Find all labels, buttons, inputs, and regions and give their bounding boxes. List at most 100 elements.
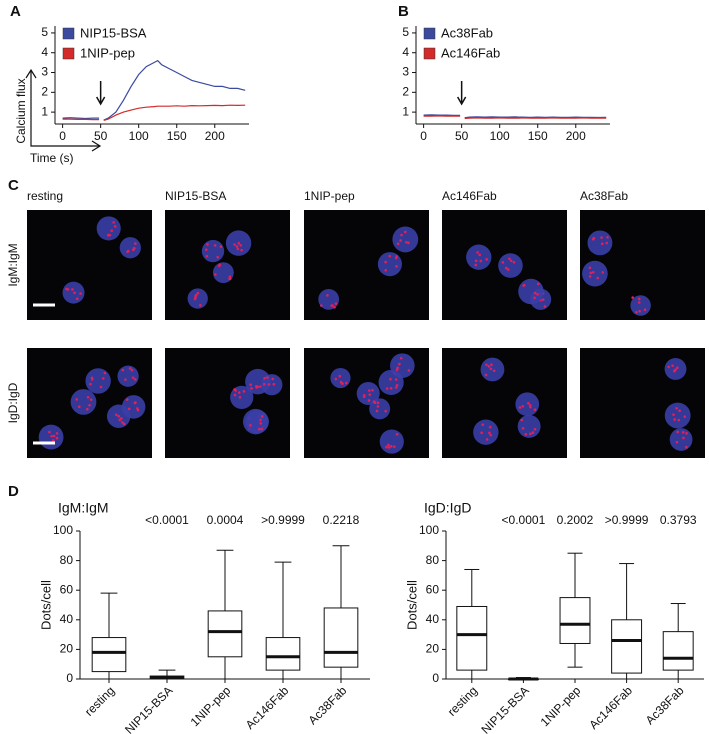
cell (480, 357, 505, 382)
dot (672, 413, 675, 416)
dot (596, 276, 600, 280)
y-tick-label: 3 (402, 65, 409, 79)
dot (238, 395, 242, 399)
y-tick-label: 20 (426, 642, 440, 656)
y-tick-label: 1 (41, 104, 48, 118)
p-value: <0.0001 (502, 513, 546, 527)
dot (484, 373, 488, 377)
dot (103, 371, 107, 375)
dot (589, 271, 593, 275)
y-tick-label: 40 (426, 612, 440, 626)
dot (588, 266, 592, 270)
column-label: Ac38Fab (580, 189, 628, 203)
y-tick-label: 5 (402, 25, 409, 39)
dot (237, 241, 241, 245)
dot (376, 405, 380, 408)
dot (588, 275, 592, 278)
dot (395, 265, 398, 268)
dot (407, 369, 411, 372)
dot (326, 294, 329, 297)
y-tick-label: 80 (60, 553, 74, 567)
dot (271, 377, 275, 381)
dot (400, 233, 403, 237)
dot (403, 230, 407, 234)
dot (65, 287, 68, 291)
p-value: >0.9999 (261, 513, 305, 527)
dot (529, 432, 532, 436)
dot (334, 302, 338, 305)
dot (385, 387, 389, 390)
inset-ylabel: Calcium flux (14, 78, 28, 143)
dot (368, 389, 371, 392)
dot (242, 390, 246, 393)
inset-xlabel: Time (s) (30, 151, 74, 165)
dot (89, 398, 93, 401)
y-tick-label: 0 (432, 671, 439, 685)
dot (236, 247, 240, 251)
legend-label: Ac146Fab (441, 45, 500, 60)
dot (389, 386, 393, 390)
cell (318, 288, 340, 310)
cell (356, 381, 380, 405)
dot (606, 236, 609, 239)
dot (489, 367, 493, 371)
box (207, 610, 243, 658)
x-tick-label: NIP15-BSA (122, 683, 175, 734)
column-label: resting (27, 189, 63, 203)
dot (259, 385, 262, 388)
dot (250, 387, 253, 390)
x-tick-label: 200 (205, 129, 225, 143)
dot (362, 393, 366, 397)
dot (685, 445, 688, 449)
dot (219, 245, 223, 248)
dot (671, 364, 674, 367)
x-tick-label: resting (82, 683, 117, 718)
dot (235, 245, 239, 248)
dot (257, 427, 261, 431)
dot (88, 403, 91, 407)
dot (89, 382, 92, 386)
dot (506, 268, 510, 271)
dot (71, 288, 74, 291)
dot (338, 374, 342, 378)
x-tick-label: 100 (129, 129, 149, 143)
dot (228, 277, 231, 281)
dot (131, 248, 135, 252)
dot (86, 407, 89, 411)
dot (681, 431, 685, 434)
stimulus-arrow (456, 81, 467, 106)
dot (240, 248, 243, 252)
x-tick-label: 150 (167, 129, 187, 143)
cell (517, 414, 541, 438)
dot (124, 378, 127, 381)
dot (395, 383, 399, 387)
dot (128, 367, 132, 370)
dot (133, 378, 137, 381)
x-tick-label: resting (445, 683, 480, 718)
dot (388, 254, 392, 258)
dot (228, 275, 232, 279)
dot (488, 431, 491, 435)
dot (533, 408, 537, 412)
dot (520, 418, 524, 422)
dot (528, 403, 532, 407)
dot (600, 236, 603, 239)
row-label: IgD:IgD (6, 382, 20, 423)
dot (531, 431, 535, 434)
x-tick-label: Ac146Fab (586, 683, 635, 732)
dot (395, 255, 398, 258)
dot (90, 378, 94, 381)
x-tick-label: NIP15-BSA (478, 683, 531, 734)
dot (384, 260, 387, 264)
y-tick-label: 40 (60, 612, 74, 626)
dot (122, 422, 126, 426)
dot (521, 404, 525, 408)
dot (600, 242, 604, 246)
dot (194, 293, 198, 297)
series-line (62, 59, 246, 121)
x-tick-label: 150 (528, 129, 548, 143)
dot (637, 297, 641, 301)
panel-label: B (398, 3, 409, 20)
dot (385, 445, 388, 449)
series-line (423, 114, 607, 119)
